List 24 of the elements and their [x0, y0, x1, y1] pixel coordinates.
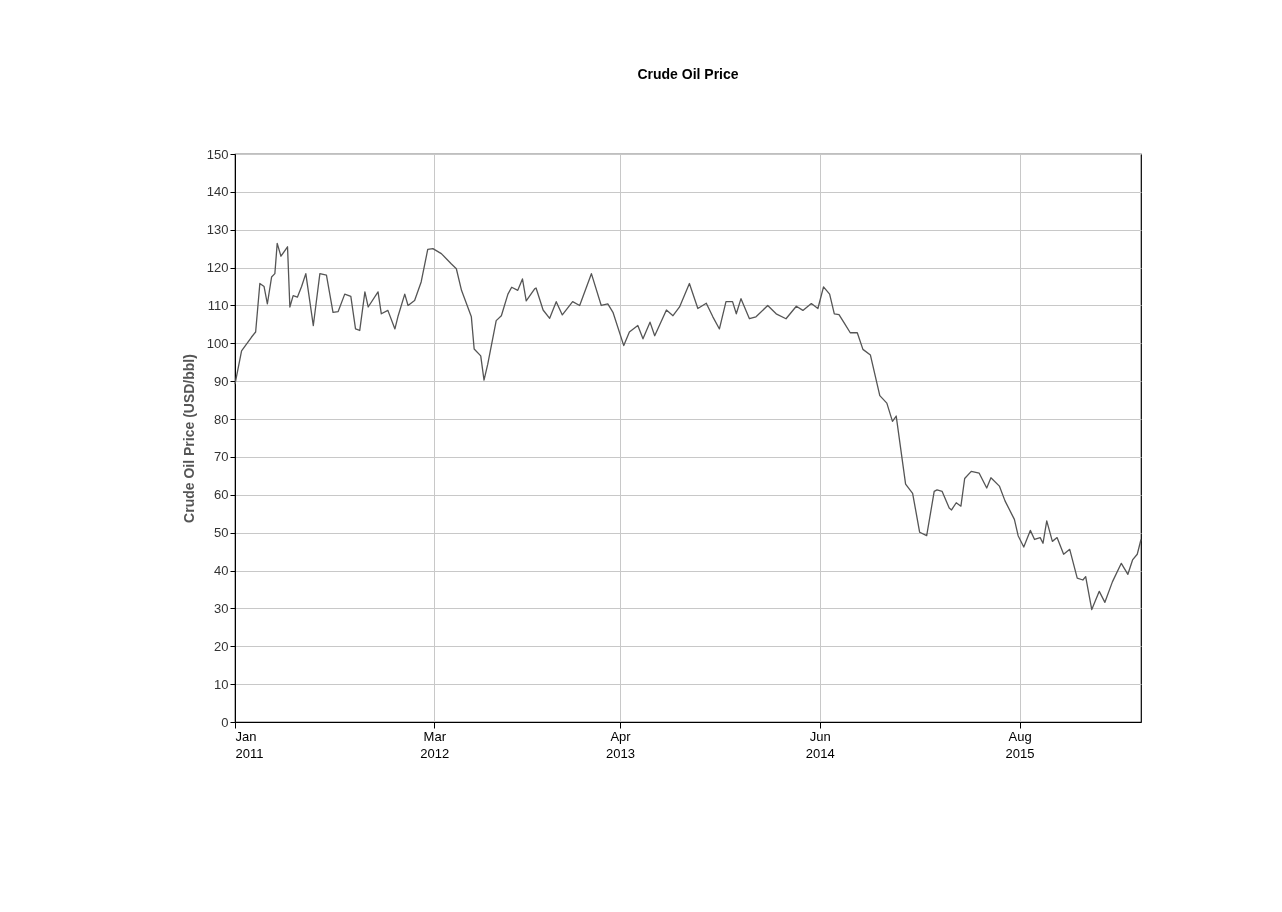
y-tick-label: 50: [214, 525, 229, 541]
x-tick-label: Mar 2012: [420, 728, 450, 761]
y-tick-label: 10: [214, 676, 229, 692]
x-tick-label: Jan 2011: [235, 728, 264, 761]
y-tick-label: 70: [214, 449, 229, 465]
chart-title: Crude Oil Price: [637, 66, 739, 82]
y-tick-label: 20: [214, 638, 229, 654]
y-tick-label: 130: [206, 222, 229, 238]
y-tick-label: 60: [214, 487, 229, 503]
y-tick-label: 100: [206, 335, 229, 351]
x-tick-label: Apr 2013: [606, 728, 635, 761]
y-tick-label: 40: [214, 563, 229, 579]
y-tick-label: 90: [214, 373, 229, 389]
y-axis-title: Crude Oil Price (USD/bbl): [180, 354, 197, 523]
y-tick-label: 80: [214, 411, 229, 427]
x-tick-label: Aug 2015: [1005, 728, 1035, 761]
y-tick-label: 120: [206, 260, 229, 276]
y-tick-label: 0: [221, 714, 229, 730]
x-tick-label: Jun 2014: [805, 728, 835, 761]
y-tick-label: 30: [214, 600, 229, 616]
y-tick-label: 150: [206, 146, 229, 162]
y-tick-label: 140: [206, 184, 229, 200]
line-series: [234, 242, 1142, 611]
y-tick-label: 110: [207, 297, 229, 313]
